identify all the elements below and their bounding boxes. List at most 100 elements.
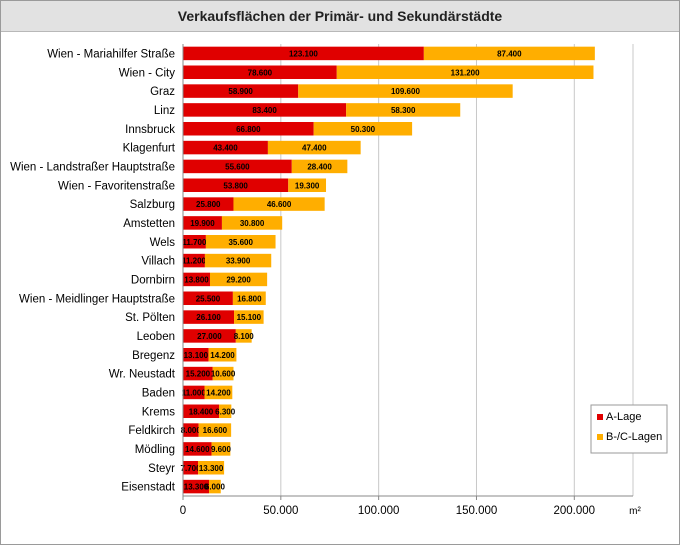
bar-bc-lagen: [209, 479, 221, 494]
bar-a-lage: [183, 329, 236, 343]
bar-a-lage: [183, 46, 424, 61]
plot-area: [183, 44, 633, 496]
data-label: 14.200: [210, 351, 235, 360]
bar-bc-lagen: [423, 46, 595, 61]
bar-a-lage: [183, 159, 292, 174]
bar-bc-lagen: [204, 253, 272, 268]
bar-a-lage: [183, 461, 199, 475]
legend-swatch: [597, 414, 603, 420]
bar-bc-lagen: [346, 103, 461, 117]
category-label: Wien - Favoritenstraße: [58, 180, 175, 192]
data-label: 46.600: [267, 200, 292, 209]
category-label: Innsbruck: [125, 124, 175, 136]
data-label: 9.600: [211, 445, 232, 454]
data-label: 33.900: [226, 257, 251, 266]
data-label: 19.300: [295, 181, 320, 190]
data-label: 109.600: [391, 87, 420, 96]
bar-a-lage: [183, 103, 347, 117]
bar-bc-lagen: [291, 159, 348, 174]
data-label: 11.000: [182, 388, 207, 397]
bar-a-lage: [183, 404, 219, 418]
bar-a-lage: [183, 479, 210, 494]
data-label: 25.500: [196, 294, 221, 303]
bar-a-lage: [183, 442, 212, 456]
category-label: Wr. Neustadt: [109, 369, 176, 381]
category-label: Krems: [142, 406, 175, 418]
bar-bc-lagen: [198, 423, 232, 437]
data-label: 78.600: [248, 68, 273, 77]
data-label: 14.200: [206, 388, 231, 397]
category-label: Amstetten: [123, 218, 175, 230]
bar-a-lage: [183, 84, 299, 98]
data-label: 28.400: [307, 162, 332, 171]
x-tick-label: 50.000: [263, 505, 298, 517]
category-label: Eisenstadt: [121, 482, 176, 494]
chart-title: Verkaufsflächen der Primär- und Sekundär…: [1, 1, 679, 32]
data-label: 55.600: [225, 162, 250, 171]
category-label: St. Pölten: [125, 312, 175, 324]
bar-bc-lagen: [336, 65, 594, 79]
bar-bc-lagen: [234, 310, 264, 324]
bar-a-lage: [183, 423, 199, 437]
category-label: Feldkirch: [128, 425, 175, 437]
category-label: Baden: [142, 387, 175, 399]
data-label: 16.800: [237, 294, 262, 303]
bar-bc-lagen: [219, 404, 232, 418]
data-label: 43.400: [213, 144, 238, 153]
data-label: 11.200: [182, 257, 207, 266]
data-label: 26.100: [196, 313, 221, 322]
category-label: Graz: [150, 86, 175, 98]
data-label: 58.900: [228, 87, 253, 96]
bar-a-lage: [183, 65, 337, 79]
data-label: 8.000: [181, 426, 202, 435]
bar-bc-lagen: [233, 197, 325, 211]
bar-a-lage: [183, 310, 235, 324]
data-label: 123.100: [289, 49, 318, 58]
bar-a-lage: [183, 272, 210, 287]
bar-a-lage: [183, 253, 205, 268]
data-label: 6.000: [205, 483, 226, 492]
data-label: 13.100: [184, 351, 209, 360]
data-label: 58.300: [391, 106, 416, 115]
category-label: Wien - City: [119, 67, 175, 79]
bar-bc-lagen: [232, 291, 266, 305]
data-label: 8.100: [234, 332, 255, 341]
bar-a-lage: [183, 366, 213, 381]
bar-a-lage: [183, 216, 222, 230]
bar-bc-lagen: [235, 329, 252, 343]
category-label: Villach: [141, 256, 175, 268]
category-label: Mödling: [135, 444, 175, 456]
data-label: 13.300: [184, 483, 209, 492]
bar-bc-lagen: [205, 235, 276, 249]
category-label: Leoben: [137, 331, 175, 343]
bar-bc-lagen: [298, 84, 513, 98]
legend-swatch: [597, 434, 603, 440]
data-label: 29.200: [226, 275, 251, 284]
data-label: 6.300: [215, 407, 236, 416]
category-label: Wels: [150, 237, 176, 249]
data-label: 19.900: [190, 219, 215, 228]
data-label: 35.600: [228, 238, 253, 247]
data-label: 87.400: [497, 49, 522, 58]
data-label: 11.700: [182, 238, 207, 247]
bar-bc-lagen: [208, 348, 237, 362]
data-label: 53.800: [223, 181, 248, 190]
data-label: 7.700: [181, 464, 202, 473]
bar-a-lage: [183, 178, 289, 192]
category-label: Steyr: [148, 463, 175, 475]
x-tick-label: 0: [180, 505, 186, 517]
legend: [590, 404, 668, 454]
data-label: 13.300: [199, 464, 224, 473]
bar-a-lage: [183, 291, 233, 305]
category-label: Bregenz: [132, 350, 175, 362]
data-label: 14.600: [185, 445, 210, 454]
data-label: 50.300: [351, 125, 376, 134]
unit-label: m²: [629, 506, 641, 517]
bar-bc-lagen: [267, 140, 361, 155]
category-label: Dornbirn: [131, 274, 175, 286]
data-label: 16.600: [203, 426, 228, 435]
data-label: 66.800: [236, 125, 261, 134]
bar-bc-lagen: [313, 122, 413, 136]
